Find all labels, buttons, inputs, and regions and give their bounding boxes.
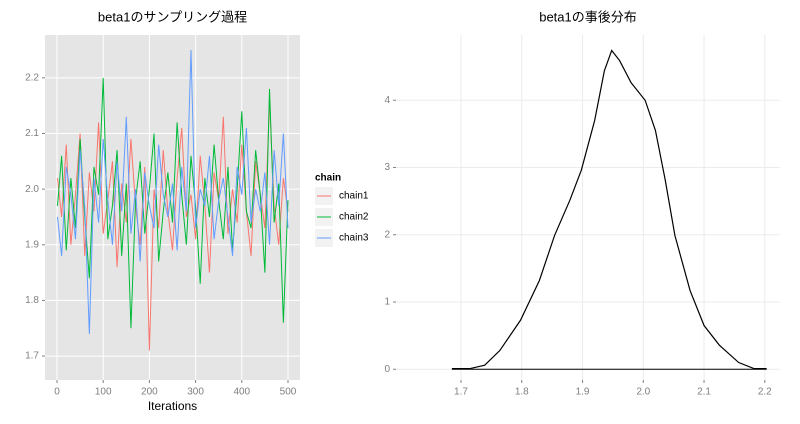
trace-line — [56, 100, 289, 351]
y-tick-label: 1.7 — [25, 351, 39, 362]
trace-line — [56, 77, 289, 329]
y-tick-label: 2 — [384, 229, 390, 240]
legend-label: chain1 — [339, 191, 369, 202]
x-axis-label: Iterations — [148, 399, 197, 413]
x-tick-label: 500 — [280, 387, 297, 398]
chart-title: beta1の事後分布 — [539, 9, 637, 24]
y-tick-label: 1.8 — [25, 295, 39, 306]
x-tick-label: 400 — [233, 387, 250, 398]
x-tick-label: 1.7 — [454, 387, 468, 398]
y-tick-label: 0 — [384, 364, 390, 375]
y-tick-label: 4 — [384, 95, 390, 106]
legend-title: chain — [315, 173, 341, 184]
x-tick-label: 2.2 — [758, 387, 772, 398]
x-tick-label: 300 — [187, 387, 204, 398]
y-tick-label: 2.2 — [25, 72, 39, 83]
x-tick-label: 0 — [54, 387, 60, 398]
density-curve — [451, 49, 767, 370]
trace-line — [56, 50, 289, 334]
legend-label: chain3 — [339, 233, 369, 244]
x-tick-label: 2.0 — [636, 387, 650, 398]
legend-label: chain2 — [339, 212, 369, 223]
x-tick-label: 100 — [95, 387, 112, 398]
chart-title: beta1のサンプリング過程 — [98, 9, 247, 24]
y-tick-label: 1 — [384, 297, 390, 308]
x-tick-label: 2.1 — [697, 387, 711, 398]
y-tick-label: 2.0 — [25, 184, 39, 195]
y-tick-label: 1.9 — [25, 239, 39, 250]
y-tick-label: 2.1 — [25, 128, 39, 139]
panel — [396, 35, 780, 380]
x-tick-label: 1.9 — [576, 387, 590, 398]
x-tick-label: 200 — [141, 387, 158, 398]
x-tick-label: 1.8 — [515, 387, 529, 398]
y-tick-label: 3 — [384, 162, 390, 173]
